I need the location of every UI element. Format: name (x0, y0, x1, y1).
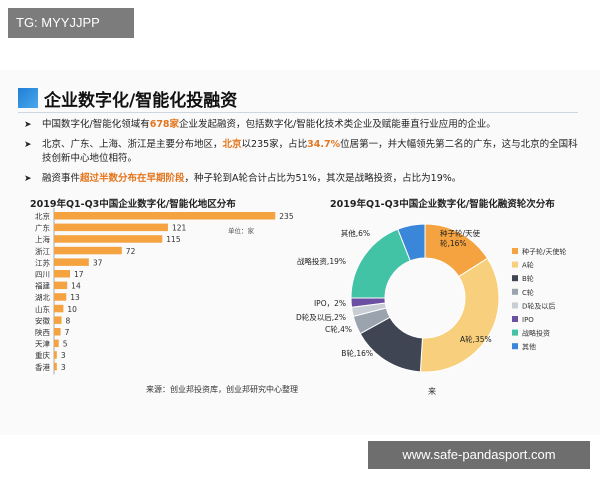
bullet-text: ，种子轮到A轮合计占比为51%，其次是战略投资，占比为19%。 (184, 173, 462, 184)
bar (54, 293, 67, 301)
bar-category-label: 广东 (35, 223, 50, 233)
bullet-item: ➤ 中国数字化/智能化领域有678家企业发起融资，包括数字化/智能化技术类企业及赋… (24, 118, 584, 132)
legend-label: 种子轮/天使轮 (522, 247, 566, 256)
legend-label: A轮 (522, 261, 534, 270)
donut-data-label: C轮,4% (325, 324, 352, 334)
bullet-text: 北京、广东、上海、浙江是主要分布地区， (42, 139, 223, 150)
bullet-text: 企业发起融资，包括数字化/智能化技术类企业及赋能垂直行业应用的企业。 (179, 119, 496, 130)
bar (54, 258, 89, 266)
bar-value-label: 115 (166, 235, 181, 244)
bar (54, 281, 68, 290)
bar-value-label: 10 (67, 305, 77, 314)
bar-category-label: 香港 (35, 362, 50, 372)
bar-category-label: 天津 (35, 340, 50, 349)
legend-label: C轮 (522, 288, 534, 297)
bar-category-label: 湖北 (35, 293, 50, 302)
highlight-text: 34.7% (307, 139, 341, 150)
bar (54, 316, 62, 324)
bar-value-label: 8 (66, 316, 71, 325)
legend-swatch (512, 329, 518, 336)
bullet-item: ➤ 北京、广东、上海、浙江是主要分布地区，北京以235家，占比34.7%位居第一，… (24, 138, 584, 166)
donut-data-label: 战略投资,19% (297, 256, 346, 266)
donut-chart: 种子轮/天使轮,16% A轮,35% B轮,16% C轮,4% D轮及以后,2% IPO，… (296, 223, 566, 373)
bullet-list: ➤ 中国数字化/智能化领域有678家企业发起融资，包括数字化/智能化技术类企业及赋… (24, 118, 584, 192)
bar-value-label: 13 (70, 293, 80, 302)
slide-title: 企业数字化/智能化投融资 (44, 91, 238, 111)
highlight-text: 北京 (222, 139, 242, 150)
donut-slice (419, 257, 500, 373)
bar-category-label: 北京 (35, 211, 50, 221)
bullet-arrow-icon: ➤ (24, 174, 32, 184)
source-tag: TG: MYYJJPP (8, 8, 134, 38)
bar-value-label: 3 (61, 351, 66, 360)
bar-category-label: 陕西 (35, 327, 50, 337)
donut-slice (397, 223, 426, 262)
legend-label: D轮及以后 (522, 301, 555, 310)
bar (54, 304, 64, 313)
bar-category-label: 山东 (35, 304, 50, 314)
bar (54, 235, 163, 243)
bullet-item: ➤ 融资事件超过半数分布在早期阶段，种子轮到A轮合计占比为51%，其次是战略投资，… (24, 172, 584, 186)
legend-swatch (512, 302, 518, 309)
legend-swatch (512, 248, 518, 254)
bar-value-label: 5 (63, 340, 68, 349)
bar (54, 328, 61, 336)
bar-category-label: 江苏 (35, 257, 50, 267)
bullet-text: 以235家，占比 (241, 139, 308, 150)
bar-category-label: 四川 (35, 270, 50, 279)
highlight-text: 超过半数分布在早期阶段 (80, 173, 185, 184)
legend-swatch (512, 343, 518, 350)
bar-value-label: 7 (65, 328, 70, 337)
bar (54, 351, 57, 359)
bar-chart-source: 来源：创业邦投资库，创业邦研究中心整理 (146, 385, 298, 394)
donut-data-label: IPO，2% (314, 299, 346, 308)
bar-value-label: 3 (61, 363, 66, 372)
bullet-text: 位居第一，并大幅领先第二名的广东，这与北京的全国科技创新中心地位相符。 (42, 139, 578, 164)
bullet-text: 融资事件 (42, 173, 81, 184)
bar-category-label: 重庆 (35, 350, 50, 360)
bar-category-label: 上海 (35, 234, 50, 244)
legend-swatch (512, 316, 518, 322)
highlight-text: 678家 (149, 119, 180, 130)
bar-value-label: 17 (74, 270, 84, 279)
bar-value-label: 14 (71, 282, 81, 291)
bar-value-label: 37 (93, 258, 103, 267)
bar-unit-label: 单位：家 (228, 226, 255, 235)
bar (54, 246, 122, 255)
legend-swatch (512, 288, 518, 295)
pie-chart-title: 2019年Q1-Q3中国企业数字化/智能化融资轮次分布 (330, 199, 555, 210)
legend-label: 战略投资 (522, 329, 550, 338)
bar-value-label: 121 (172, 224, 187, 233)
bar (54, 270, 71, 278)
legend-swatch (512, 261, 518, 268)
donut-data-label: B轮,16% (341, 348, 373, 358)
donut-data-label: A轮,35% (460, 334, 492, 344)
legend-label: B轮 (522, 274, 534, 283)
donut-data-label: 其他,6% (341, 228, 370, 238)
bullet-text: 中国数字化/智能化领域有 (42, 119, 150, 130)
bar (54, 212, 276, 220)
pie-chart-source: 来 (428, 387, 436, 396)
bar-category-label: 安徽 (35, 315, 50, 325)
title-divider (18, 112, 578, 113)
legend-label: IPO (522, 316, 534, 324)
bar-category-label: 福建 (35, 281, 50, 291)
donut-data-label: 种子轮/天使轮,16% (440, 228, 481, 248)
bullet-arrow-icon: ➤ (24, 140, 32, 150)
watermark-label: www.safe-pandasport.com (368, 441, 590, 469)
legend-label: 其他 (522, 342, 536, 351)
bar-category-label: 浙江 (35, 246, 50, 256)
bar-value-label: 235 (279, 212, 294, 221)
bar-value-label: 72 (126, 247, 136, 256)
legend-swatch (512, 275, 518, 282)
bar (54, 362, 57, 371)
title-accent-square (18, 88, 38, 108)
bar (54, 223, 168, 232)
donut-data-label: D轮及以后,2% (296, 312, 346, 322)
bar-chart-title: 2019年Q1-Q3中国企业数字化/智能化地区分布 (30, 199, 236, 210)
bar (54, 339, 59, 348)
bullet-arrow-icon: ➤ (24, 120, 32, 130)
